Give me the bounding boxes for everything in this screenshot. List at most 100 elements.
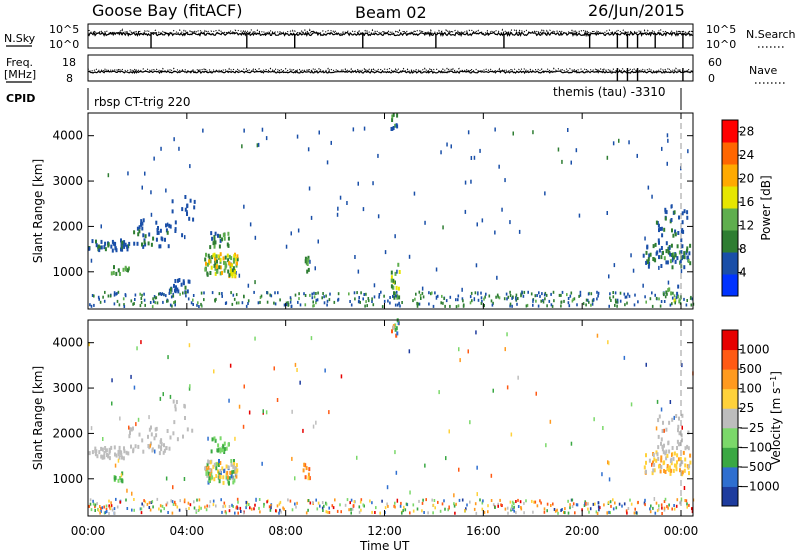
range-cell: [560, 293, 562, 297]
range-cell: [480, 301, 483, 305]
range-cell: [180, 282, 183, 287]
y-tick-label: 1000: [52, 472, 83, 486]
range-cell: [163, 507, 165, 511]
range-cell: [394, 303, 397, 307]
range-cell: [364, 304, 366, 308]
colorbar-swatch: [722, 230, 738, 253]
range-cell: [163, 448, 166, 453]
range-cell: [120, 473, 123, 478]
range-cell: [130, 427, 133, 432]
range-cell: [648, 253, 651, 258]
range-cell: [219, 252, 222, 257]
range-cell: [139, 304, 142, 308]
range-cell: [586, 502, 589, 506]
range-cell: [673, 451, 676, 456]
range-cell: [234, 271, 237, 275]
range-cell: [166, 501, 169, 505]
range-cell: [498, 164, 500, 169]
range-cell: [233, 459, 235, 463]
beam-title: Beam 02: [355, 3, 427, 22]
range-cell: [307, 499, 310, 502]
range-cell: [183, 404, 186, 409]
range-cell: [413, 191, 416, 196]
range-cell: [215, 269, 218, 274]
velocity-colorbar-label: Velocity [m s−1]: [769, 371, 784, 465]
range-cell: [679, 456, 682, 461]
freq-panel: Freq. [MHz] 18 8 60 0 Nave: [4, 54, 785, 85]
range-cell: [160, 442, 163, 447]
range-cell: [673, 415, 675, 420]
range-cell: [282, 506, 284, 510]
range-cell: [88, 246, 91, 251]
range-cell: [94, 446, 97, 451]
range-cell: [653, 468, 656, 473]
range-cell: [571, 505, 574, 508]
range-cell: [183, 498, 186, 502]
range-cell: [412, 509, 415, 513]
range-cell: [543, 293, 546, 297]
power-colorbar-swatches: [722, 120, 738, 297]
range-cell: [473, 297, 476, 302]
range-cell: [268, 505, 271, 509]
range-cell: [649, 507, 651, 511]
range-cell: [394, 280, 396, 285]
range-cell: [232, 469, 235, 474]
range-cell: [225, 446, 228, 451]
range-cell: [487, 510, 489, 514]
range-cell: [303, 462, 306, 467]
range-cell: [421, 291, 424, 295]
range-cell: [520, 292, 522, 296]
range-cell: [99, 245, 102, 250]
range-cell: [90, 508, 93, 512]
range-cell: [665, 427, 668, 432]
range-cell: [490, 299, 493, 303]
range-cell: [532, 130, 534, 135]
colorbar-swatch: [722, 120, 738, 143]
range-cell: [571, 498, 574, 502]
range-cell: [323, 504, 325, 508]
range-cell: [140, 222, 142, 227]
range-cell: [102, 437, 104, 441]
range-cell: [568, 304, 571, 308]
range-cell: [660, 458, 663, 463]
range-cell: [149, 301, 152, 304]
range-cell: [656, 509, 659, 513]
range-cell: [209, 500, 212, 504]
range-cell: [337, 297, 340, 301]
range-cell: [585, 298, 588, 302]
range-cell: [206, 262, 209, 267]
range-cell: [497, 502, 499, 506]
range-cell: [172, 399, 175, 404]
range-cell: [153, 156, 155, 161]
range-cell: [312, 300, 314, 304]
range-cell: [189, 164, 191, 169]
range-cell: [155, 296, 158, 300]
range-cell: [506, 297, 508, 301]
range-cell: [307, 508, 309, 512]
range-cell: [634, 293, 636, 297]
range-cell: [229, 470, 232, 475]
range-cell: [392, 325, 395, 330]
range-cell: [417, 302, 419, 306]
range-cell: [243, 295, 245, 299]
range-cell: [526, 303, 529, 307]
range-cell: [138, 432, 141, 437]
range-cell: [395, 470, 398, 475]
range-cell: [161, 292, 164, 296]
range-cell: [423, 511, 425, 514]
range-cell: [209, 259, 212, 264]
range-cell: [279, 508, 281, 512]
range-cell: [678, 215, 680, 220]
range-cell: [230, 291, 232, 295]
range-cell: [227, 465, 230, 470]
range-cell: [254, 235, 257, 240]
range-cell: [193, 500, 195, 504]
range-cell: [215, 297, 217, 301]
range-cell: [686, 255, 689, 260]
range-cell: [645, 453, 647, 458]
range-cell: [259, 510, 261, 514]
range-cell: [654, 511, 657, 515]
range-cell: [676, 460, 678, 465]
range-cell: [218, 292, 221, 296]
